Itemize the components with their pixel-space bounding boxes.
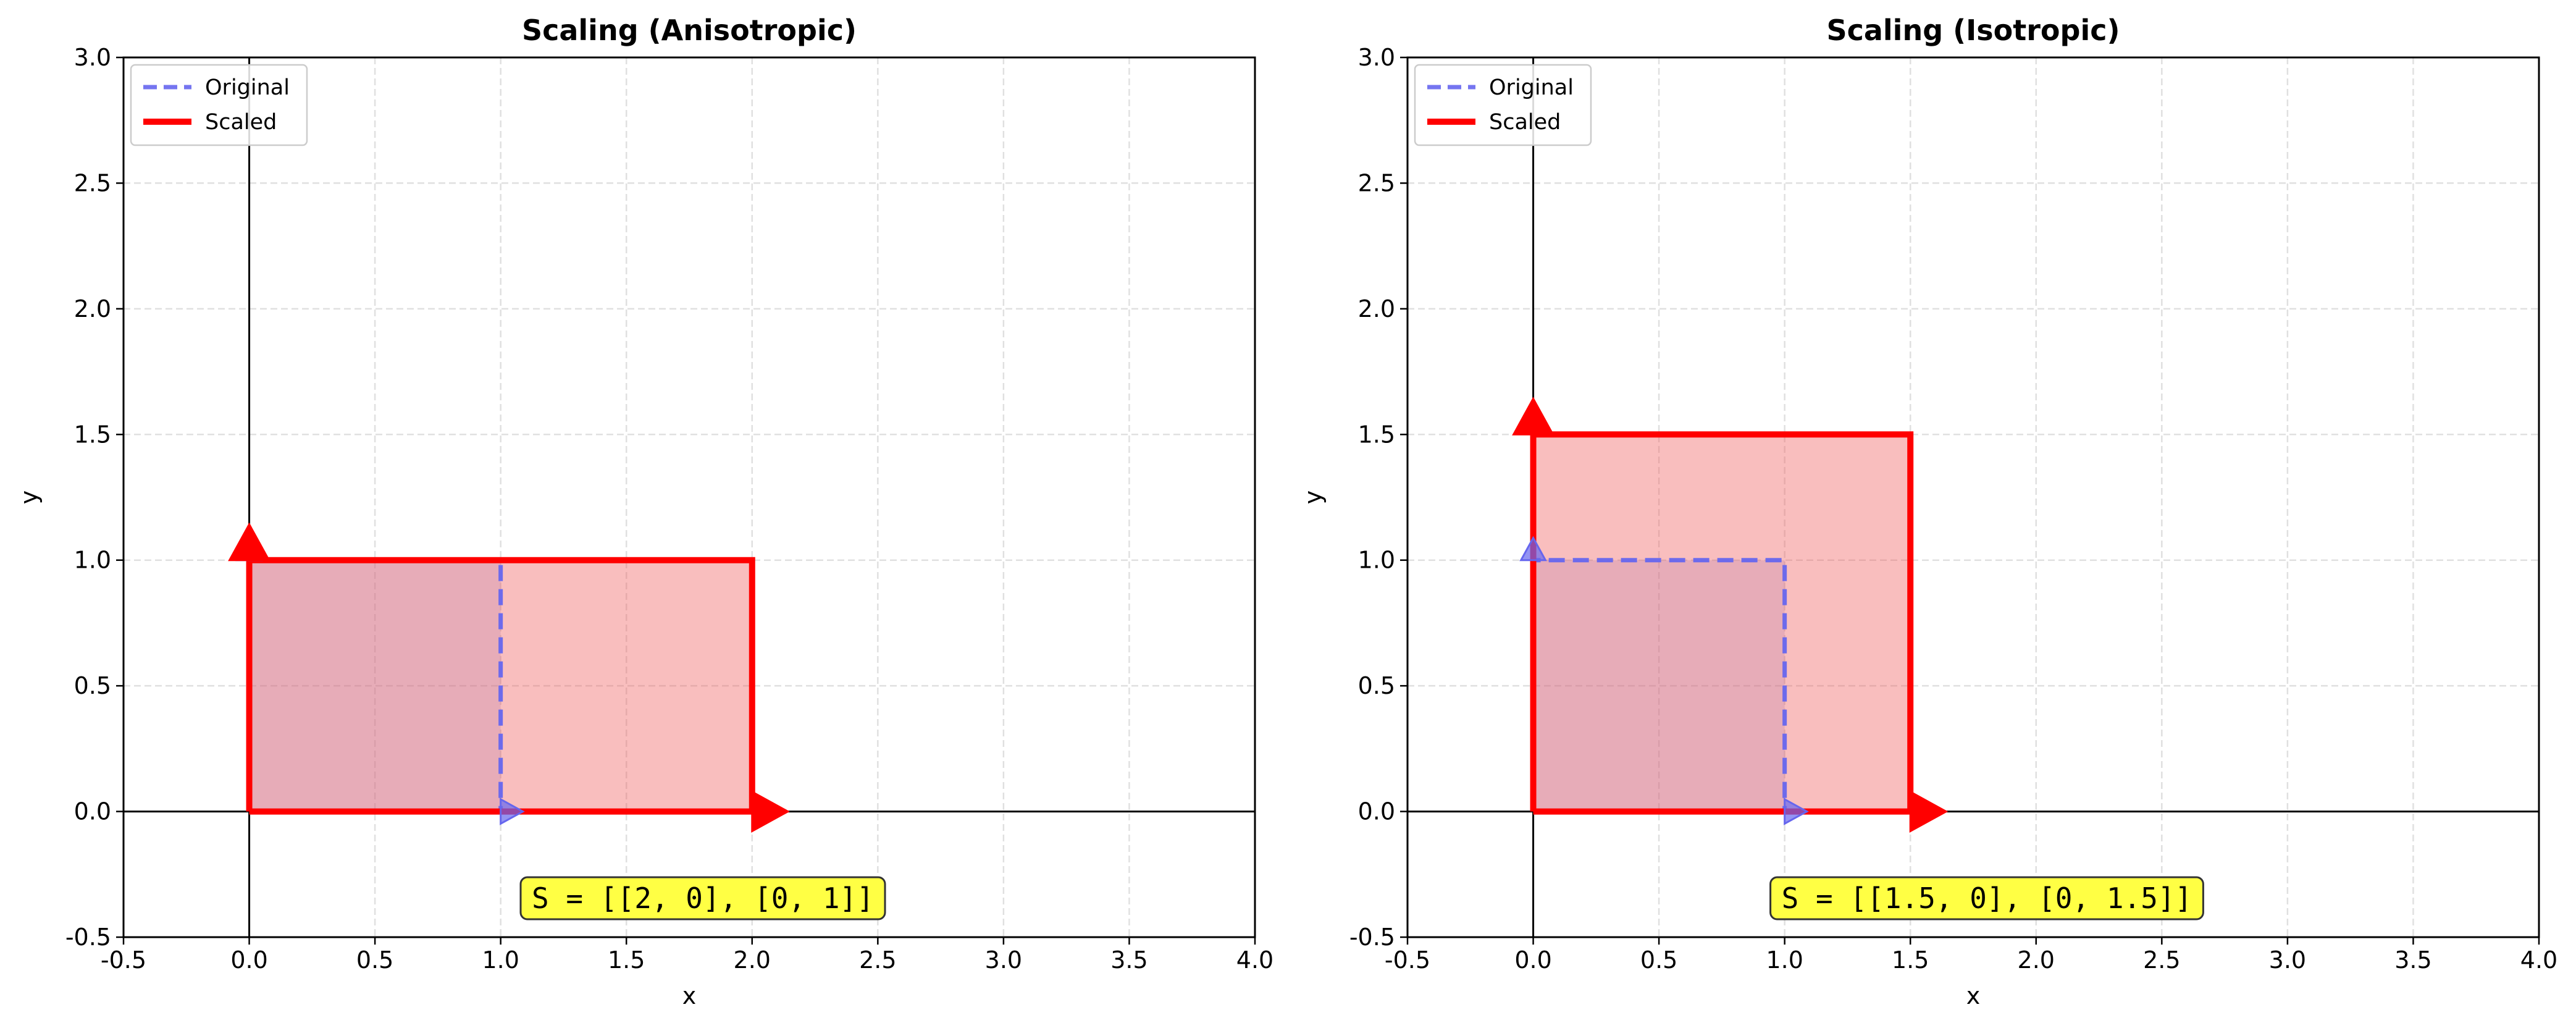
original-basis-arrow-y	[1519, 536, 1547, 562]
y-tick-label: 3.0	[1358, 44, 1395, 71]
x-tick-label: 1.5	[608, 946, 645, 974]
legend-label-original: Original	[1489, 75, 1574, 100]
scaled-shape-fill	[1533, 434, 1911, 812]
scaled-basis-arrow-y	[1512, 397, 1554, 436]
x-tick-label: 4.0	[2520, 946, 2557, 974]
x-tick-label: 3.0	[985, 946, 1022, 974]
axes-frame	[1406, 56, 2540, 938]
y-tick-label: 1.0	[74, 547, 111, 574]
y-tick-label: 3.0	[74, 44, 111, 71]
x-tick-label: 1.0	[1766, 946, 1803, 974]
y-tick-label: 0.0	[74, 798, 111, 825]
original-basis-arrow-x	[500, 798, 525, 825]
matrix-annotation-text: S = [[1.5, 0], [0, 1.5]]	[1782, 882, 2192, 915]
matrix-annotation: S = [[2, 0], [0, 1]]	[519, 876, 886, 920]
legend-label-scaled: Scaled	[205, 110, 277, 135]
legend: Original Scaled	[130, 64, 308, 146]
original-basis-arrow-x	[1784, 798, 1809, 825]
x-tick-label: 0.5	[356, 946, 393, 974]
original-shape-fill	[1533, 560, 1785, 812]
x-tick-label: 4.0	[1236, 946, 1273, 974]
y-axis-label: y	[1299, 491, 1327, 505]
scaled-basis-arrow-x	[751, 790, 790, 833]
y-tick-label: -0.5	[65, 924, 111, 951]
chart-title: Scaling (Anisotropic)	[522, 14, 857, 47]
x-tick-label: 0.5	[1640, 946, 1677, 974]
x-tick-label: 1.5	[1892, 946, 1929, 974]
chart-panel-2: -0.5 0.0 0.5 1.0 1.5 2.0 2.5 3.0 3.5 4.0 -0.5 0.0 0.…	[1299, 14, 2557, 1009]
y-tick-label: 1.5	[74, 421, 111, 448]
x-tick-label: 2.5	[859, 946, 896, 974]
series-scaled-line	[246, 557, 755, 815]
y-axis-label: y	[15, 491, 43, 505]
x-tick-label: 3.5	[1110, 946, 1147, 974]
y-tick-label: 2.0	[74, 295, 111, 322]
chart-title: Scaling (Isotropic)	[1826, 14, 2120, 47]
x-tick-label: 2.5	[2143, 946, 2180, 974]
y-tick-label: 2.0	[1358, 295, 1395, 322]
scaled-basis-arrow-y	[228, 522, 271, 562]
original-shape-fill	[249, 560, 501, 812]
x-tick-label: 0.0	[230, 946, 267, 974]
matrix-annotation-box	[1769, 876, 2204, 920]
y-tick-label: 2.5	[74, 169, 111, 196]
scaled-basis-arrow-x	[1909, 790, 1949, 833]
chart-panel-1: -0.5 0.0 0.5 1.0 1.5 2.0 2.5 3.0 3.5 4.0 -0.5 0.0 0.…	[15, 14, 1273, 1009]
y-tick-label: 1.0	[1358, 547, 1395, 574]
y-tick-label: -0.5	[1349, 924, 1395, 951]
y-tick-label: 2.5	[1358, 169, 1395, 196]
x-tick-label: 0.0	[1514, 946, 1551, 974]
x-axis-label: x	[682, 982, 697, 1009]
matrix-annotation-box	[519, 876, 886, 920]
legend: Original Scaled	[1414, 64, 1592, 146]
x-tick-label: 1.0	[482, 946, 519, 974]
y-tick-label: 0.0	[1358, 798, 1395, 825]
legend-label-scaled: Scaled	[1489, 110, 1561, 135]
x-tick-label: 2.0	[2018, 946, 2055, 974]
y-tick-label: 0.5	[74, 672, 111, 699]
x-tick-label: 3.5	[2394, 946, 2431, 974]
matrix-annotation: S = [[1.5, 0], [0, 1.5]]	[1769, 876, 2204, 920]
matrix-annotation-text: S = [[2, 0], [0, 1]]	[532, 882, 874, 915]
x-tick-label: 2.0	[734, 946, 771, 974]
x-tick-label: 3.0	[2269, 946, 2306, 974]
x-axis-label: x	[1966, 982, 1981, 1009]
x-tick-label: -0.5	[1385, 946, 1430, 974]
y-tick-label: 1.5	[1358, 421, 1395, 448]
x-tick-label: -0.5	[101, 946, 146, 974]
y-tick-label: 0.5	[1358, 672, 1395, 699]
legend-label-original: Original	[205, 75, 290, 100]
axes-frame	[122, 56, 1256, 938]
